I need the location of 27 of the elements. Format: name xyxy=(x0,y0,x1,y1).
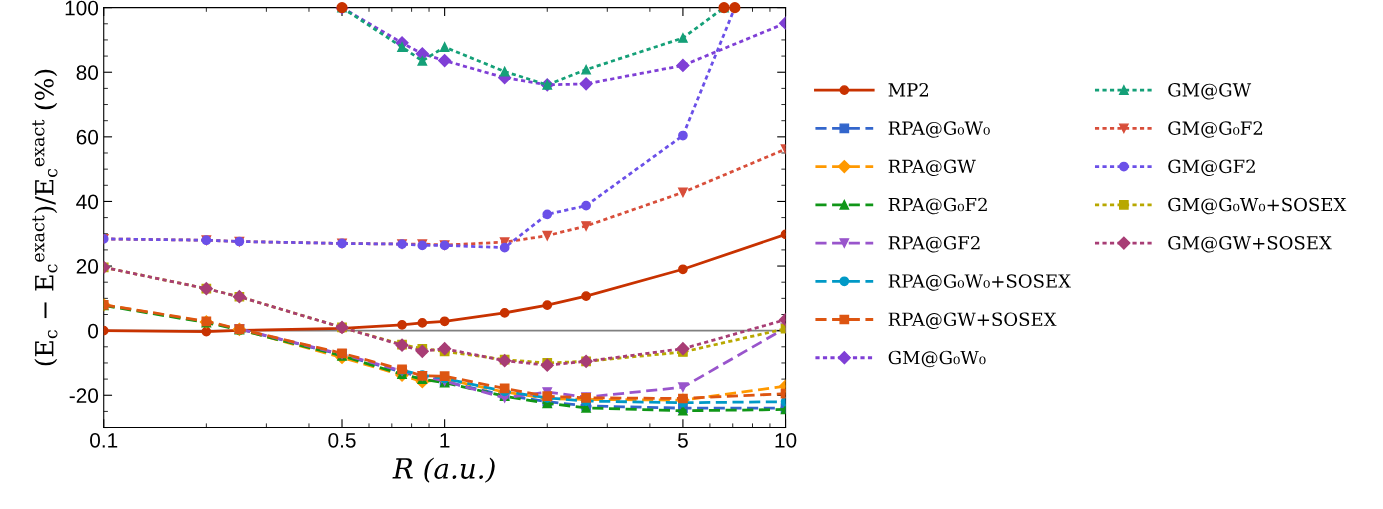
y-tick-label: -20 xyxy=(69,388,99,404)
legend-label: GM@GW+SOSEX xyxy=(1168,235,1332,253)
legend-label: RPA@GF2 xyxy=(888,235,980,253)
x-tick-label: 0.5 xyxy=(328,432,356,448)
legend-label: RPA@G₀F2 xyxy=(888,197,987,215)
legend-label: RPA@GW xyxy=(888,159,976,177)
y-tick-label: 20 xyxy=(76,259,99,274)
x-tick-label: 10 xyxy=(775,432,797,448)
legend-label: GM@GF2 xyxy=(1168,159,1255,177)
legend-label: MP2 xyxy=(888,82,928,97)
y-tick-label: 40 xyxy=(76,194,99,210)
y-tick-label: 100 xyxy=(65,0,99,16)
x-tick-label: 0.1 xyxy=(90,432,118,448)
legend-label: GM@G₀W₀+SOSEX xyxy=(1168,197,1347,215)
legend-label: GM@G₀W₀ xyxy=(888,350,986,368)
x-tick-label: 1 xyxy=(440,433,450,448)
legend-label: GM@GW xyxy=(1168,82,1252,100)
y-tick-label: 0 xyxy=(88,323,99,339)
x-axis-title: R (a.u.) xyxy=(392,457,495,483)
x-tick-label: 5 xyxy=(677,433,688,448)
legend-label: RPA@G₀W₀ xyxy=(888,121,990,138)
y-tick-label: 60 xyxy=(76,129,99,145)
y-tick-label: 80 xyxy=(76,65,99,80)
text: (E$_{c}$ − E$_{c}$$^{exact}$)/E$_{c}$$^{exact}$ (%) xyxy=(32,69,58,366)
legend-label: RPA@G₀W₀+SOSEX xyxy=(888,274,1071,291)
legend-label: GM@G₀F2 xyxy=(1168,121,1263,138)
legend-label: RPA@GW+SOSEX xyxy=(888,312,1057,329)
